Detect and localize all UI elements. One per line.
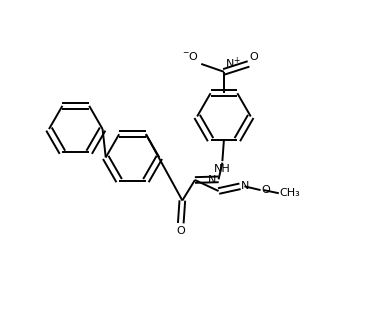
Text: N$^{+}$: N$^{+}$ [225, 55, 241, 71]
Text: CH₃: CH₃ [280, 188, 300, 198]
Text: $^{-}$O: $^{-}$O [182, 50, 199, 62]
Text: O: O [177, 226, 185, 236]
Text: NH: NH [214, 163, 231, 174]
Text: N: N [241, 181, 249, 191]
Text: N: N [208, 175, 216, 185]
Text: O: O [250, 52, 258, 62]
Text: O: O [262, 185, 270, 195]
